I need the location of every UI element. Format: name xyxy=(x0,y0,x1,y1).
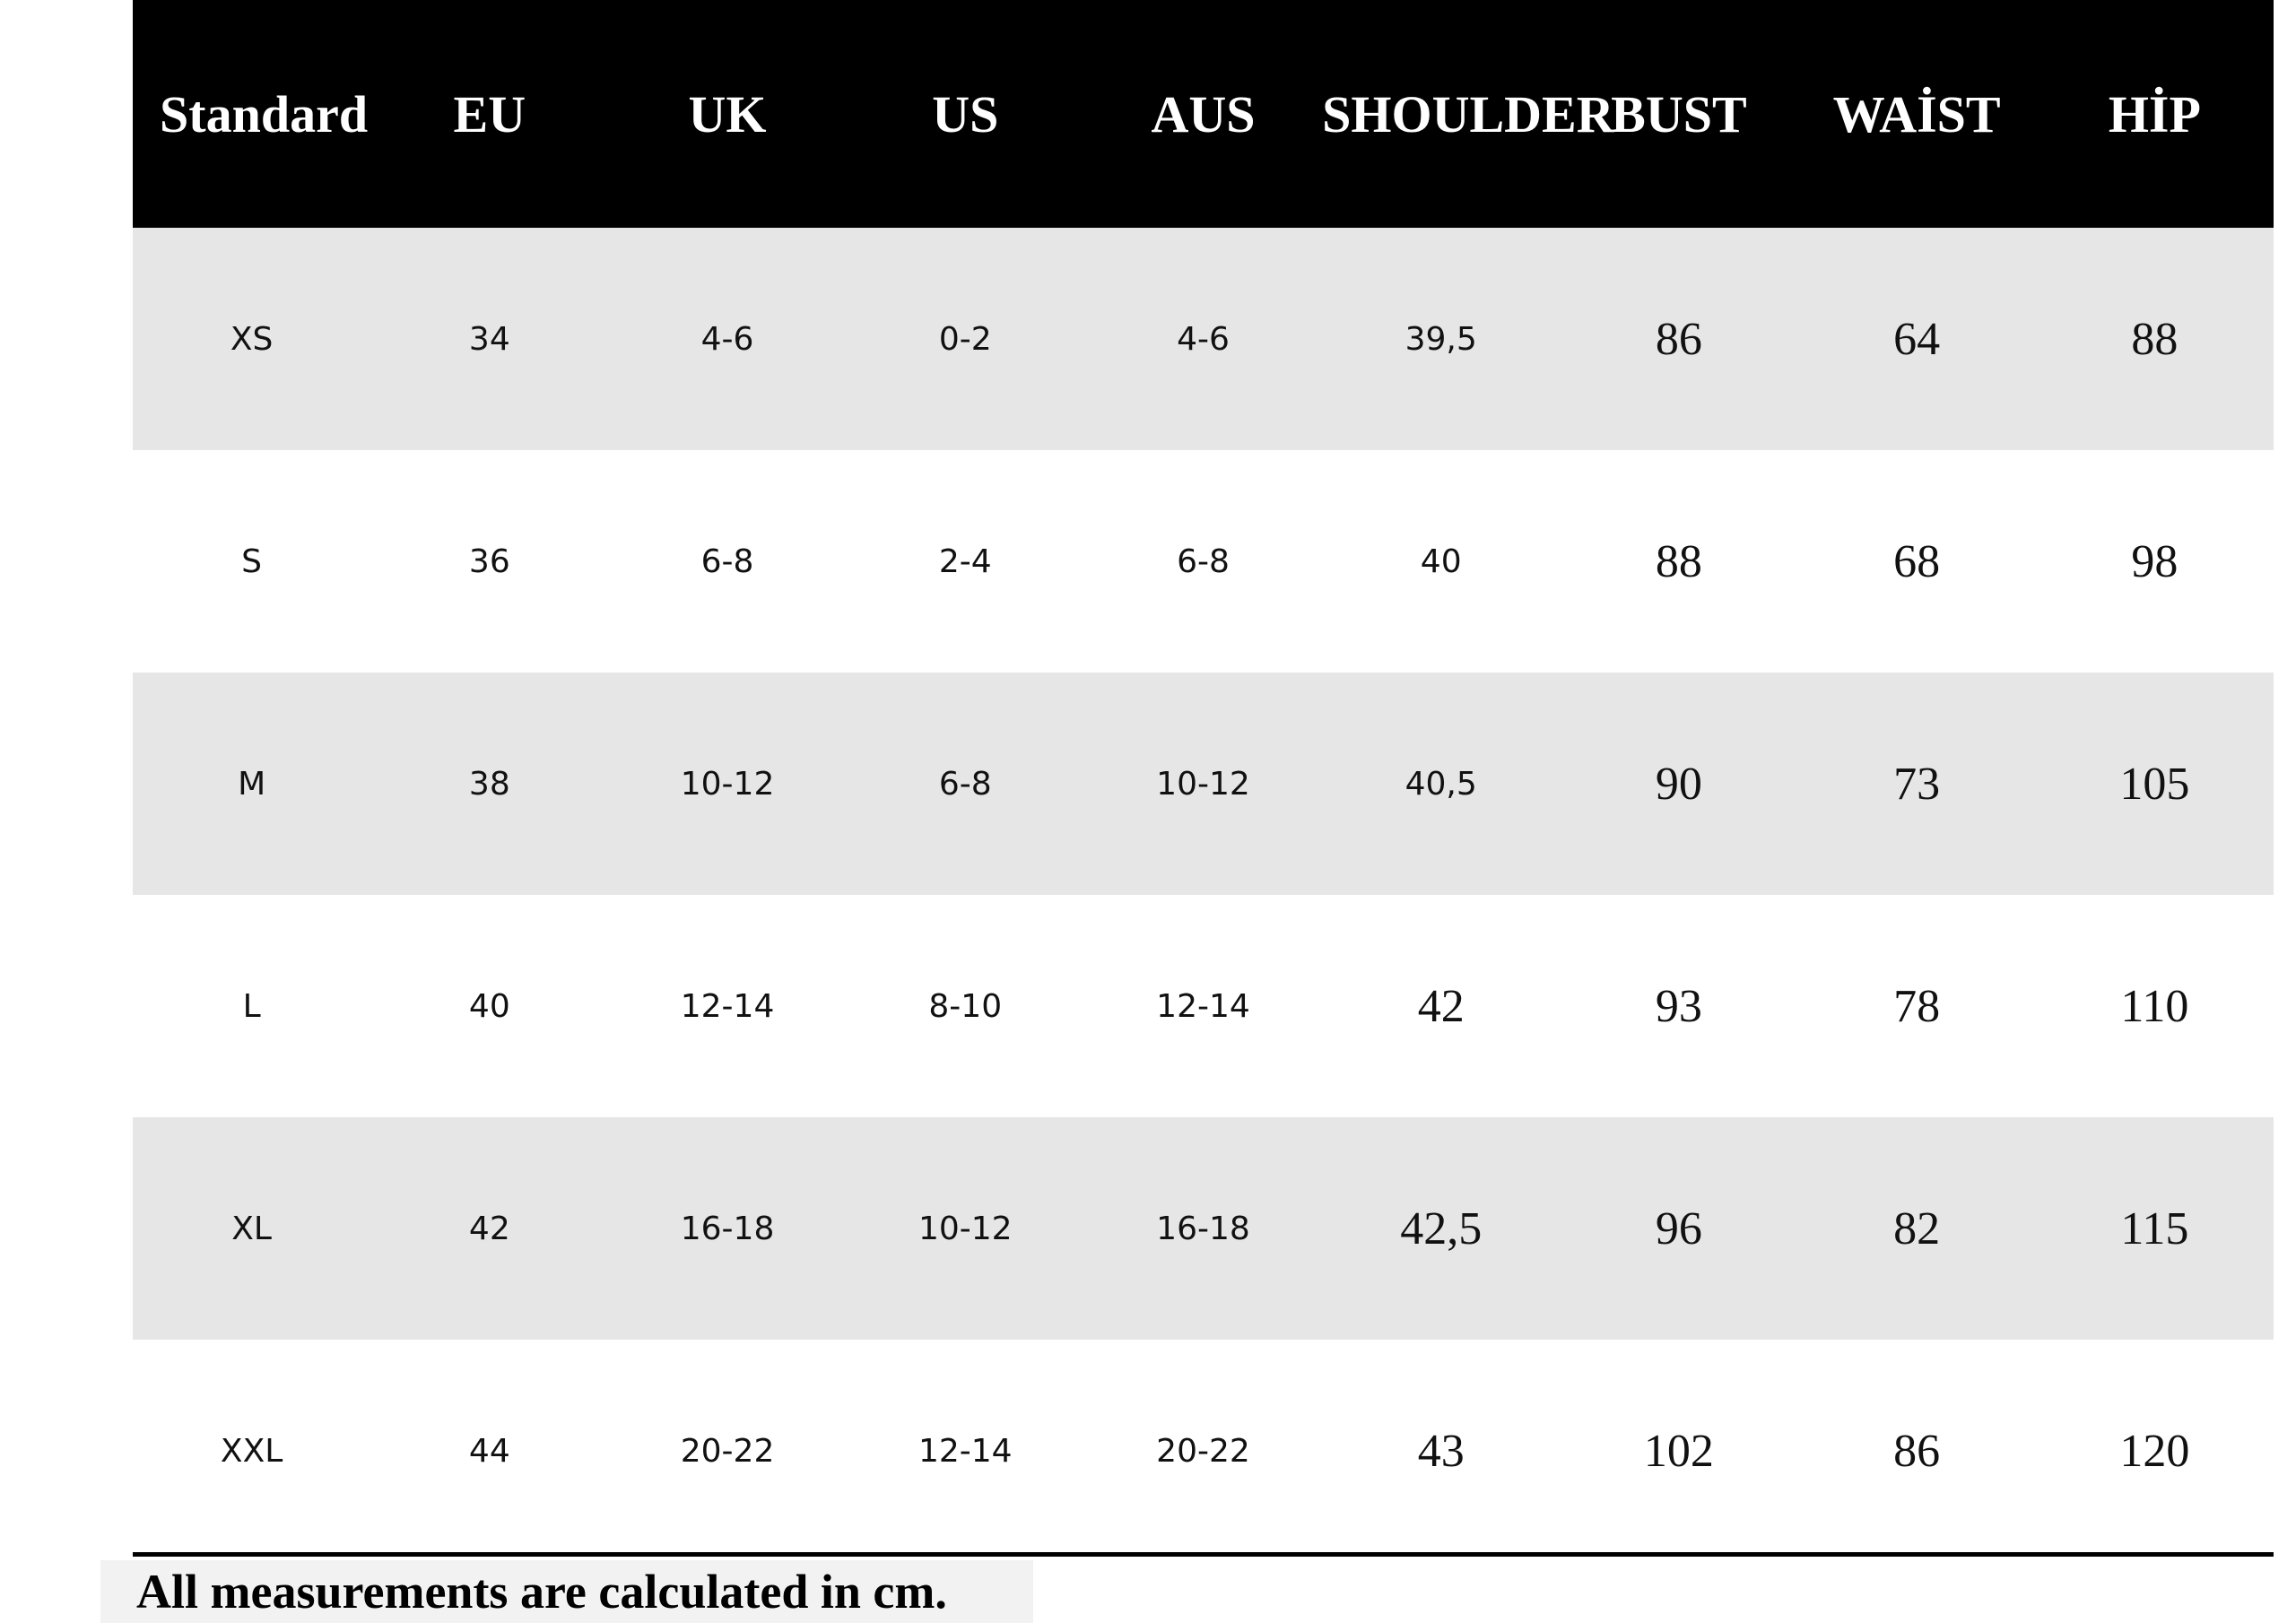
table-cell: 40 xyxy=(1420,542,1462,580)
table-cell: 120 xyxy=(2119,1425,2190,1477)
table-cell: 20-22 xyxy=(680,1432,775,1470)
bottom-rule xyxy=(133,1552,2274,1557)
table-cell: 0-2 xyxy=(846,228,1084,450)
table-row: XL 42 16-18 10-12 16-18 42,5 96 82 115 xyxy=(133,1117,2274,1340)
table-cell: 73 xyxy=(1797,673,2036,895)
table-row: S 36 6-8 2-4 6-8 40 88 68 98 xyxy=(133,450,2274,673)
table-cell: 10-12 xyxy=(1083,673,1323,895)
table-row: M 38 10-12 6-8 10-12 40,5 90 73 105 xyxy=(133,673,2274,895)
table-cell: 34 xyxy=(370,228,609,450)
table-cell: 8-10 xyxy=(928,987,1003,1025)
table-row: XXL 44 20-22 12-14 20-22 43 102 86 120 xyxy=(133,1340,2274,1562)
size-table: Standard EU UK US AUS SHOULDER BUST WAİST HİP XS… xyxy=(133,0,2274,1562)
table-cell: 90 xyxy=(1560,673,1798,895)
table-cell: M xyxy=(133,673,371,895)
table-cell: XL xyxy=(133,1117,371,1340)
table-cell: 4-6 xyxy=(1083,228,1323,450)
header-cell: HİP xyxy=(2035,0,2274,228)
table-cell: 6-8 xyxy=(700,542,754,580)
table-cell: 110 xyxy=(2120,980,2189,1032)
table-row: XS 34 4-6 0-2 4-6 39,5 86 64 88 xyxy=(133,228,2274,450)
table-cell: 6-8 xyxy=(846,673,1084,895)
table-cell: 42 xyxy=(370,1117,609,1340)
table-row: L 40 12-14 8-10 12-14 42 93 78 110 xyxy=(133,895,2274,1117)
table-cell: XXL xyxy=(220,1432,283,1470)
table-cell: 2-4 xyxy=(938,542,992,580)
table-cell: 20-22 xyxy=(1156,1432,1250,1470)
table-cell: 44 xyxy=(468,1432,510,1470)
header-cell: SHOULDER xyxy=(1322,0,1614,228)
table-cell: 16-18 xyxy=(608,1117,847,1340)
table-cell: 78 xyxy=(1893,980,1941,1032)
table-cell: 64 xyxy=(1797,228,2036,450)
table-cell: 12-14 xyxy=(918,1432,1013,1470)
table-cell: 16-18 xyxy=(1083,1117,1323,1340)
header-cell: Standard xyxy=(133,0,371,228)
table-cell: S xyxy=(241,542,263,580)
table-cell: 12-14 xyxy=(680,987,775,1025)
table-cell: 86 xyxy=(1893,1425,1941,1477)
header-cell: UK xyxy=(608,0,847,228)
table-cell: 42,5 xyxy=(1322,1117,1561,1340)
table-cell: 68 xyxy=(1893,535,1941,587)
table-body: XS 34 4-6 0-2 4-6 39,5 86 64 88 S 36 6-8 2-4 6-8 40 88 6… xyxy=(133,228,2274,1562)
table-cell: 40 xyxy=(468,987,510,1025)
table-cell: XS xyxy=(133,228,371,450)
table-cell: 10-12 xyxy=(608,673,847,895)
table-cell: 6-8 xyxy=(1177,542,1230,580)
table-cell: 96 xyxy=(1560,1117,1798,1340)
table-cell: 82 xyxy=(1797,1117,2036,1340)
table-cell: L xyxy=(242,987,261,1025)
table-cell: 93 xyxy=(1655,980,1702,1032)
footer-note: All measurements are calculated in cm. xyxy=(100,1560,1033,1623)
table-cell: 4-6 xyxy=(608,228,847,450)
table-cell: 102 xyxy=(1643,1425,1714,1477)
table-cell: 98 xyxy=(2131,535,2179,587)
table-cell: 36 xyxy=(468,542,510,580)
table-cell: 40,5 xyxy=(1322,673,1561,895)
table-cell: 43 xyxy=(1417,1425,1465,1477)
table-cell: 42 xyxy=(1417,980,1465,1032)
table-cell: 86 xyxy=(1560,228,1798,450)
header-cell: US xyxy=(846,0,1084,228)
table-cell: 10-12 xyxy=(846,1117,1084,1340)
header-cell: EU xyxy=(370,0,609,228)
table-cell: 88 xyxy=(2035,228,2274,450)
header-cell: BUST xyxy=(1560,0,1798,228)
table-cell: 39,5 xyxy=(1322,228,1561,450)
table-cell: 38 xyxy=(370,673,609,895)
header-cell: AUS xyxy=(1083,0,1323,228)
table-cell: 115 xyxy=(2035,1117,2274,1340)
table-cell: 105 xyxy=(2035,673,2274,895)
header-cell: WAİST xyxy=(1797,0,2036,228)
header-row: Standard EU UK US AUS SHOULDER BUST WAİST HİP xyxy=(133,0,2274,228)
table-cell: 88 xyxy=(1655,535,1702,587)
table-cell: 12-14 xyxy=(1156,987,1250,1025)
